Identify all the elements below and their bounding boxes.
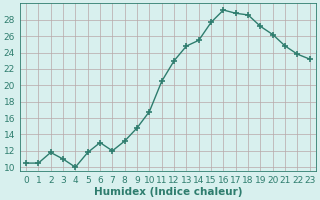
X-axis label: Humidex (Indice chaleur): Humidex (Indice chaleur) — [94, 187, 242, 197]
